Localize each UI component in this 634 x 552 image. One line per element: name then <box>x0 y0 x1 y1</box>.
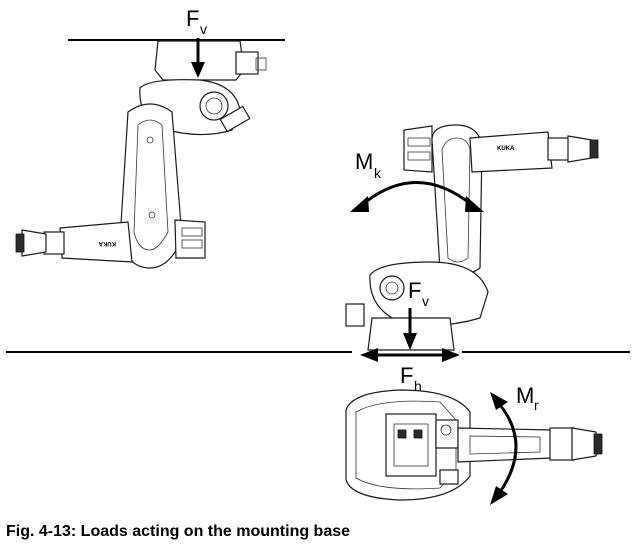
ceiling-robot-motor <box>235 51 259 75</box>
fv-top-subscript: v <box>200 21 207 37</box>
fv-floor-subscript: v <box>422 293 429 309</box>
top-view-wrist <box>549 427 575 461</box>
floor-robot: KUKA <box>345 124 599 351</box>
top-view-flange <box>571 427 597 461</box>
ceiling-robot-brand: KUKA <box>98 240 116 246</box>
mk-subscript: k <box>374 165 382 181</box>
loads-diagram: KUKA F v KUKA <box>6 6 630 505</box>
mk-label: M <box>355 149 373 174</box>
top-view-robot <box>345 389 603 501</box>
ceiling-robot-arm <box>59 221 133 263</box>
mr-subscript: r <box>534 397 539 413</box>
ceiling-robot-flange <box>21 229 47 257</box>
ceiling-robot-wrist <box>43 231 65 255</box>
mr-moment-arrow <box>490 392 518 505</box>
figure-caption: Fig. 4-13: Loads acting on the mounting … <box>6 523 351 540</box>
fv-top-arrow <box>191 38 205 78</box>
fh-label: F <box>400 363 413 388</box>
floor-robot-brand: KUKA <box>497 146 515 152</box>
fv-top-label: F <box>186 6 199 31</box>
floor-robot-flange <box>567 135 593 163</box>
fh-arrow <box>360 348 460 362</box>
floor-robot-wrist <box>547 137 571 161</box>
floor-robot-arm <box>469 131 553 173</box>
fh-subscript: h <box>414 378 422 394</box>
fv-floor-label: F <box>408 278 421 303</box>
mk-moment-arrow <box>350 181 484 212</box>
fv-floor-arrow <box>403 308 417 350</box>
floor-robot-column <box>369 261 489 326</box>
ceiling-robot: KUKA <box>15 39 285 269</box>
mr-label: M <box>516 383 534 408</box>
top-view-arm <box>457 427 553 463</box>
